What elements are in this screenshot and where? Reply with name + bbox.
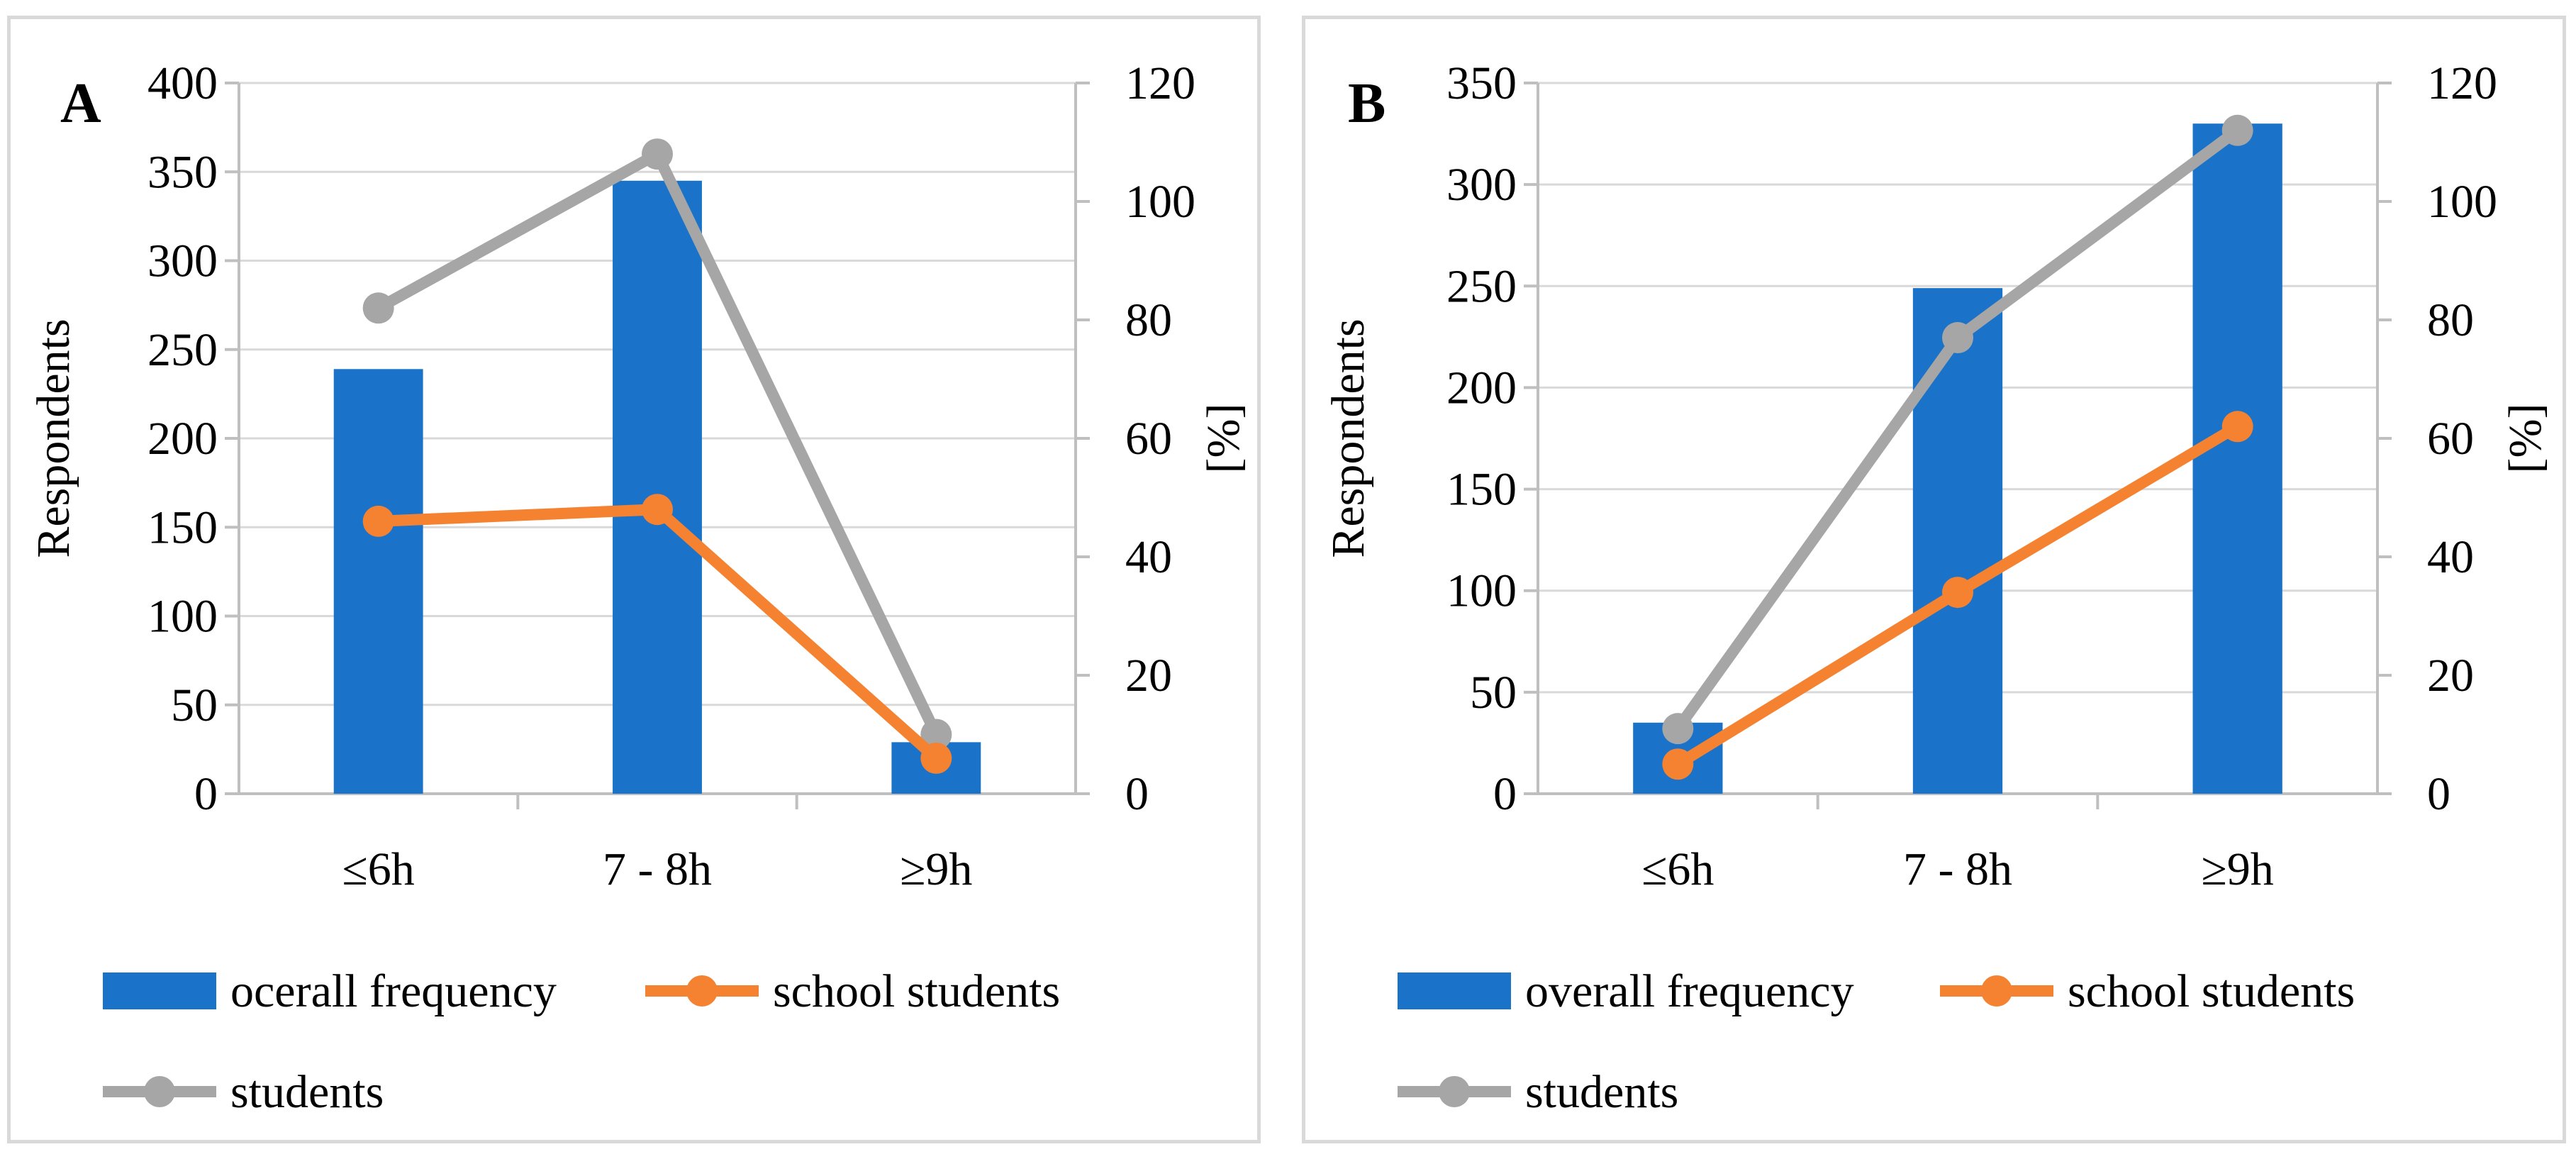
y2-axis-title: [%] bbox=[1198, 404, 1249, 474]
y-axis-title: Respondents bbox=[28, 318, 79, 558]
x-tick-label: 7 - 8h bbox=[1903, 843, 2012, 895]
y2-tick-label: 0 bbox=[2427, 768, 2450, 820]
data-point bbox=[362, 292, 394, 324]
data-point bbox=[1662, 713, 1694, 745]
bar bbox=[2192, 123, 2282, 794]
x-tick-label: ≤6h bbox=[342, 843, 415, 895]
y-tick-label: 100 bbox=[147, 591, 218, 643]
legend-swatch-marker bbox=[686, 975, 718, 1007]
y2-tick-label: 100 bbox=[2427, 176, 2497, 228]
chart-a-svg: 0 50 100 150 200 250 300 350 400 0 20 40 60 80 100 120 ≤… bbox=[28, 57, 1249, 1118]
data-point bbox=[2221, 114, 2253, 146]
panel-label: B bbox=[1348, 72, 1385, 135]
y-tick-label: 300 bbox=[1446, 159, 1517, 211]
y-tick-label: 200 bbox=[147, 413, 218, 465]
y-tick-label: 350 bbox=[1446, 57, 1517, 109]
bar bbox=[1912, 288, 2003, 794]
y-tick-label: 350 bbox=[147, 146, 218, 198]
y2-tick-label: 60 bbox=[2427, 413, 2474, 465]
data-point bbox=[920, 742, 952, 774]
legend-label: school students bbox=[773, 965, 1060, 1017]
bar bbox=[613, 180, 702, 794]
y2-axis-title: [%] bbox=[2499, 404, 2551, 474]
y-tick-label: 0 bbox=[1493, 768, 1517, 820]
y2-tick-label: 120 bbox=[1125, 57, 1195, 109]
x-tick-label: 7 - 8h bbox=[603, 843, 712, 895]
y2-tick-label: 40 bbox=[2427, 531, 2474, 583]
chart-b-svg: 0 50 100 150 200 250 300 350 0 20 40 60 80 100 120 ≤6h 7… bbox=[1322, 57, 2551, 1118]
y-tick-label: 0 bbox=[194, 768, 218, 820]
y2-tick-label: 100 bbox=[1125, 176, 1195, 228]
y2-tick-label: 20 bbox=[2427, 650, 2474, 702]
data-point bbox=[642, 494, 673, 526]
y-tick-label: 250 bbox=[147, 324, 218, 376]
y2-tick-label: 40 bbox=[1125, 531, 1172, 583]
y-tick-label: 50 bbox=[171, 680, 218, 731]
data-point bbox=[642, 138, 673, 170]
legend-swatch-marker bbox=[1981, 975, 2012, 1007]
legend-swatch-marker bbox=[144, 1076, 175, 1107]
y-tick-label: 400 bbox=[147, 57, 218, 109]
y-tick-label: 100 bbox=[1446, 565, 1517, 617]
y2-tick-label: 60 bbox=[1125, 413, 1172, 465]
y-tick-label: 150 bbox=[147, 501, 218, 553]
legend-label: students bbox=[1525, 1066, 1678, 1118]
legend-swatch-bar bbox=[1398, 972, 1511, 1009]
y-axis-title: Respondents bbox=[1322, 318, 1374, 558]
data-point bbox=[1662, 748, 1694, 780]
data-point bbox=[1942, 577, 1973, 609]
y2-tick-label: 120 bbox=[2427, 57, 2497, 109]
y-tick-label: 50 bbox=[1470, 667, 1517, 719]
y2-tick-label: 0 bbox=[1125, 768, 1149, 820]
legend-label: ocerall frequency bbox=[230, 965, 557, 1017]
legend-swatch-bar bbox=[103, 972, 216, 1009]
y-tick-label: 250 bbox=[1446, 260, 1517, 312]
x-tick-label: ≤6h bbox=[1641, 843, 1714, 895]
panel-label: A bbox=[60, 72, 101, 135]
legend-swatch-marker bbox=[1439, 1076, 1470, 1107]
y2-tick-label: 80 bbox=[1125, 294, 1172, 346]
legend-label: overall frequency bbox=[1525, 965, 1854, 1017]
data-point bbox=[362, 505, 394, 537]
legend-label: students bbox=[230, 1066, 384, 1118]
chart-panel-b: 0 50 100 150 200 250 300 350 0 20 40 60 80 100 120 ≤6h 7… bbox=[1302, 16, 2566, 1143]
data-point bbox=[2221, 411, 2253, 443]
y-tick-label: 300 bbox=[147, 235, 218, 287]
bar bbox=[333, 369, 423, 794]
y-tick-label: 150 bbox=[1446, 464, 1517, 516]
y2-tick-label: 80 bbox=[2427, 294, 2474, 346]
y-tick-label: 200 bbox=[1446, 362, 1517, 414]
legend-label: school students bbox=[2068, 965, 2355, 1017]
x-tick-label: ≥9h bbox=[2202, 843, 2274, 895]
y2-tick-label: 20 bbox=[1125, 650, 1172, 702]
x-tick-label: ≥9h bbox=[900, 843, 972, 895]
data-point bbox=[920, 719, 952, 750]
chart-panel-a: 0 50 100 150 200 250 300 350 400 0 20 40 60 80 100 120 ≤… bbox=[7, 16, 1261, 1143]
data-point bbox=[1942, 322, 1973, 354]
